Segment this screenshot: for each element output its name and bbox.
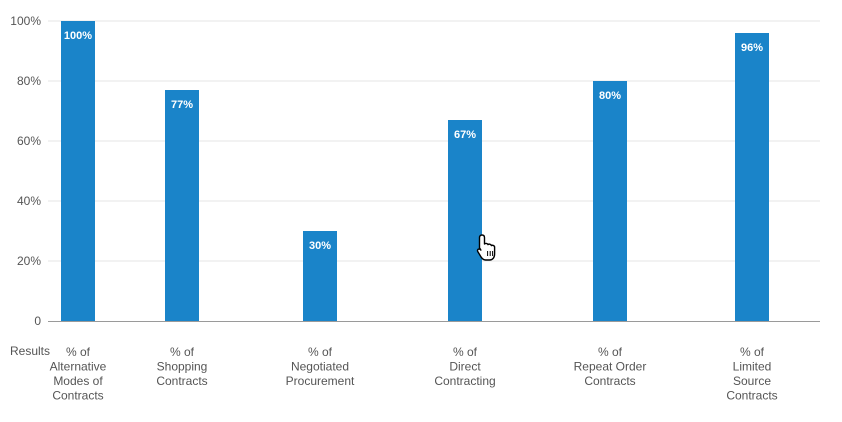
x-tick-label-line: Negotiated <box>291 360 349 374</box>
bar[interactable] <box>303 231 337 321</box>
x-tick-label: % of Limited Source Contracts <box>726 345 777 403</box>
bar[interactable] <box>735 33 769 321</box>
x-tick-label-line: % of <box>170 345 195 359</box>
x-tick-label-line: Procurement <box>286 374 355 388</box>
x-tick-label-line: Contracting <box>434 374 495 388</box>
axes: 020%40%60%80%100%% of Alternative Modes of… <box>10 14 820 403</box>
bar[interactable] <box>61 21 95 321</box>
x-tick-label-line: Contracts <box>52 389 103 403</box>
x-tick-label: % of Alternative Modes of Contracts <box>50 345 107 403</box>
x-tick-label-line: % of <box>740 345 765 359</box>
data-label: 30% <box>309 240 331 252</box>
x-tick-label-line: Repeat Order <box>574 360 647 374</box>
data-label: 67% <box>454 129 476 141</box>
data-label: 100% <box>64 30 92 42</box>
data-label: 96% <box>741 42 763 54</box>
x-tick-label-line: Alternative <box>50 360 107 374</box>
x-tick-label: % of Shopping Contracts <box>156 345 207 388</box>
x-tick-label-line: Shopping <box>157 360 208 374</box>
bar[interactable] <box>165 90 199 321</box>
x-tick-label-line: Contracts <box>726 389 777 403</box>
data-label: 80% <box>599 90 621 102</box>
bar[interactable] <box>593 81 627 321</box>
x-tick-label-line: Contracts <box>584 374 635 388</box>
x-tick-label-line: Contracts <box>156 374 207 388</box>
y-tick-label: 100% <box>10 14 41 28</box>
x-tick-label: % of Direct Contracting <box>434 345 495 388</box>
x-tick-label-line: Modes of <box>53 374 103 388</box>
x-tick-label-line: Direct <box>449 360 481 374</box>
x-tick-label-line: % of <box>308 345 333 359</box>
x-tick-label-line: Limited <box>733 360 772 374</box>
x-tick-label-line: % of <box>598 345 623 359</box>
y-tick-label: 20% <box>17 254 41 268</box>
y-tick-label: 80% <box>17 74 41 88</box>
y-tick-label: 60% <box>17 134 41 148</box>
x-tick-label-line: % of <box>453 345 478 359</box>
x-tick-label-line: Source <box>733 374 771 388</box>
bars: 100% 77% 30% 67% 80% 96% <box>61 21 769 321</box>
data-label: 77% <box>171 99 193 111</box>
gridlines <box>48 20 820 262</box>
y-tick-label: 0 <box>34 314 41 328</box>
y-tick-label: 40% <box>17 194 41 208</box>
hand-pointer-icon <box>476 234 496 261</box>
x-tick-label-line: % of <box>66 345 91 359</box>
x-tick-label: % of Negotiated Procurement <box>286 345 355 388</box>
x-axis-row-label: Results <box>10 344 50 358</box>
bar[interactable] <box>448 120 482 321</box>
x-tick-label: % of Repeat Order Contracts <box>574 345 647 388</box>
